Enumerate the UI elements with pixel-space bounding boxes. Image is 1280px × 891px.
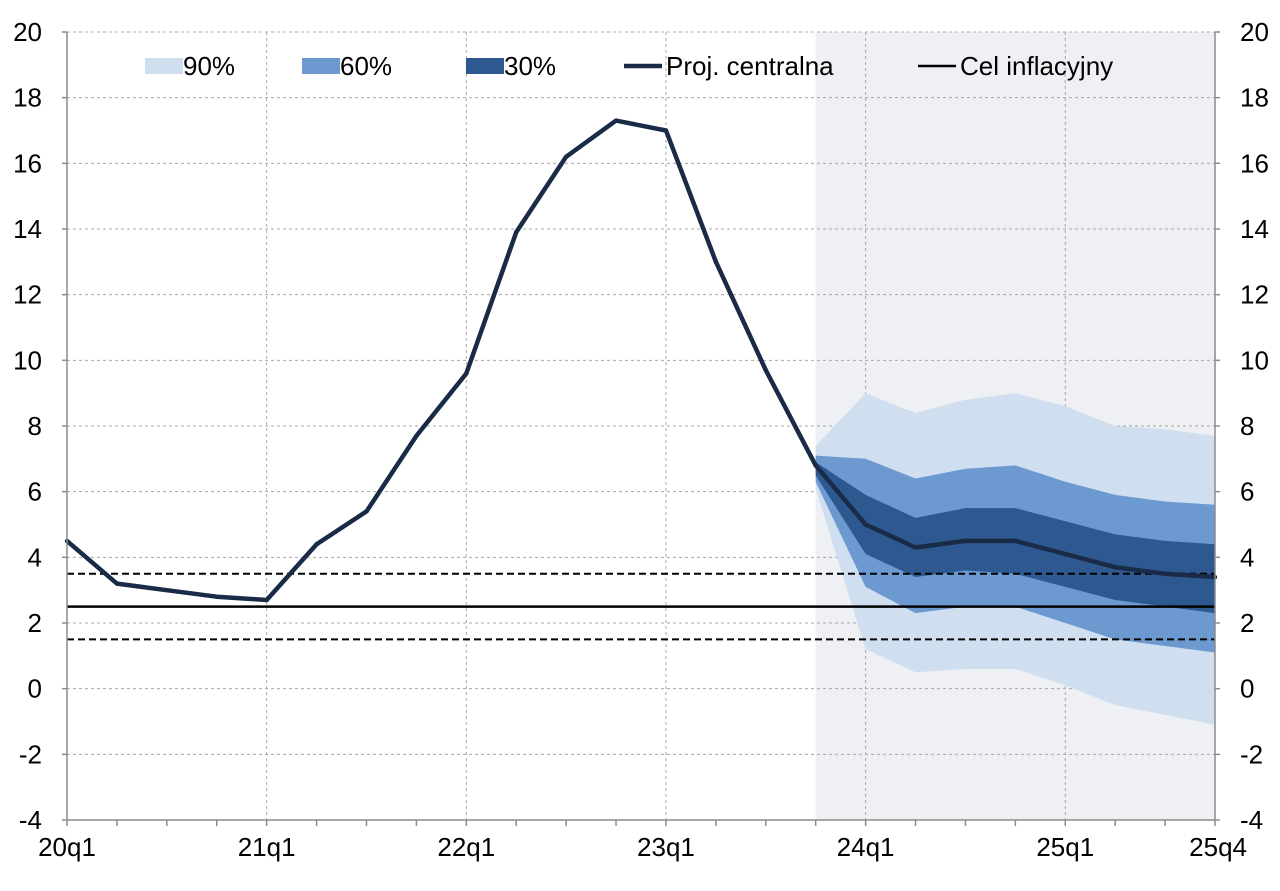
y-tick-label-right: 18 [1240,83,1269,113]
central-projection-point [364,509,369,514]
y-tick-label-left: 12 [13,280,42,310]
central-projection-point [1063,551,1068,557]
legend-label-cel-inflacyjny: Cel inflacyjny [960,51,1113,81]
central-projection-point [913,545,918,550]
x-tick-label: 23q1 [637,832,695,862]
y-tick-label-left: 14 [13,214,42,244]
x-tick-label: 20q1 [38,832,96,862]
y-tick-label-right: 14 [1240,214,1269,244]
y-tick-label-right: -4 [1240,805,1263,835]
legend-swatch-60 [302,58,340,74]
x-tick-label: 21q1 [238,832,296,862]
central-projection-point [1112,564,1118,570]
central-projection-point [713,259,719,265]
central-projection-point [1162,571,1168,576]
y-tick-label-left: -4 [19,805,42,835]
y-tick-label-left: 4 [28,542,42,572]
central-projection-point [863,522,868,527]
x-tick-label: 25q1 [1036,832,1094,862]
y-tick-label-right: 0 [1240,674,1254,704]
central-projection-point [264,597,269,603]
y-tick-label-right: 20 [1240,17,1269,47]
legend-label-90: 90% [183,51,235,81]
y-tick-label-left: 20 [13,17,42,47]
y-tick-label-right: 8 [1240,411,1254,441]
central-projection-line [65,118,1216,603]
central-projection-point [314,542,319,547]
central-projection-point [813,463,818,468]
central-projection-point [214,594,219,599]
y-tick-label-left: 8 [28,411,42,441]
x-tick-label: 22q1 [437,832,495,862]
legend-label-60: 60% [340,51,392,81]
y-tick-label-left: 18 [13,83,42,113]
y-tick-label-right: -2 [1240,739,1263,769]
x-tick-label: 25q4 [1189,832,1247,862]
y-tick-label-left: 6 [28,477,42,507]
y-tick-label-left: 2 [28,608,42,638]
central-projection-point [663,128,669,133]
y-tick-label-right: 12 [1240,280,1269,310]
y-tick-label-right: 10 [1240,345,1269,375]
y-tick-label-left: 0 [28,674,42,704]
y-tick-label-right: 2 [1240,608,1254,638]
central-projection-point [464,371,469,376]
x-tick-label: 24q1 [837,832,895,862]
y-tick-label-left: -2 [19,739,42,769]
central-projection-point [414,433,419,439]
legend-label-30: 30% [504,51,556,81]
legend-swatch-30 [466,58,504,74]
y-tick-label-right: 4 [1240,542,1254,572]
central-projection-point [514,230,519,235]
central-projection-point [563,154,569,159]
central-projection-point [114,581,120,586]
y-tick-label-left: 10 [13,345,42,375]
legend-label-proj-centralna: Proj. centralna [666,51,834,81]
central-projection-point [613,118,619,123]
fan-band-30 [815,462,1215,614]
legend-swatch-90 [145,58,183,74]
y-tick-label-left: 16 [13,148,42,178]
central-projection-point [963,538,968,544]
central-projection-point [763,367,768,373]
y-tick-label-right: 16 [1240,148,1269,178]
y-tick-label-right: 6 [1240,477,1254,507]
central-projection-point [1013,538,1018,544]
central-projection-point [164,587,170,593]
